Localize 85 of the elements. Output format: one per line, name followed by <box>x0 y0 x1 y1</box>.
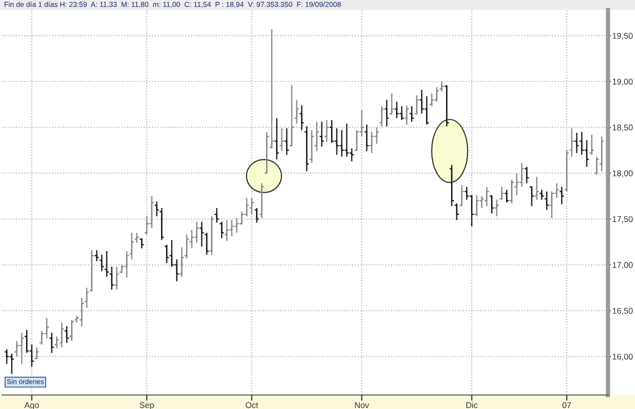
candlestick <box>104 250 110 278</box>
y-tick-label: 17,50 <box>612 216 633 224</box>
candlestick <box>294 99 300 124</box>
candlestick <box>199 221 204 248</box>
candlestick <box>319 121 324 148</box>
candlestick <box>94 250 100 262</box>
candlestick <box>534 176 540 200</box>
y-tick-label: 17,00 <box>612 262 633 269</box>
candlestick <box>179 246 184 278</box>
candlestick <box>54 336 60 349</box>
candlestick <box>49 332 54 354</box>
candlestick <box>589 134 594 156</box>
candlestick <box>599 136 604 172</box>
y-tick-label: 19,00 <box>612 78 633 86</box>
candlestick <box>574 132 580 154</box>
candlestick <box>64 326 70 344</box>
candlestick <box>34 346 40 360</box>
candlestick <box>504 189 510 204</box>
candlestick <box>379 106 384 128</box>
candlestick <box>389 92 394 116</box>
candlestick <box>444 84 450 128</box>
candlestick <box>79 297 84 327</box>
candlestick <box>209 216 214 256</box>
candlestick <box>489 194 494 214</box>
candlestick <box>109 266 114 290</box>
candlestick <box>494 199 500 217</box>
candlestick <box>439 80 444 92</box>
candlestick <box>164 244 170 264</box>
y-tick-label: 16,00 <box>612 354 633 361</box>
candlestick <box>564 150 570 192</box>
x-tick-label: Nov <box>355 402 370 408</box>
y-tick-label: 19,50 <box>612 32 633 40</box>
x-tick-label: Oct <box>246 402 258 408</box>
candlestick <box>274 118 280 160</box>
candlestick <box>284 128 290 156</box>
candlestick <box>364 124 370 152</box>
candlestick <box>59 322 64 348</box>
candlestick <box>324 119 330 143</box>
candlestick <box>184 234 190 260</box>
candlestick <box>289 84 294 148</box>
candlestick <box>314 121 320 152</box>
candlestick <box>414 94 420 116</box>
candlestick <box>524 166 530 184</box>
candlestick <box>499 186 504 200</box>
candlestick <box>134 232 140 244</box>
candlestick <box>264 131 270 174</box>
candlestick <box>559 186 564 205</box>
candlestick <box>204 232 210 256</box>
candlestick <box>309 129 314 164</box>
candlestick <box>409 106 414 122</box>
candlestick <box>594 156 600 176</box>
candlestick <box>259 182 264 219</box>
candlestick <box>454 202 460 221</box>
candlestick <box>269 28 274 150</box>
candlestick <box>99 254 104 272</box>
candlestick <box>509 178 514 204</box>
candlestick <box>69 319 74 342</box>
candlestick <box>219 221 224 239</box>
y-tick-label: 18,00 <box>612 170 633 178</box>
candlestick <box>539 189 544 200</box>
candlestick <box>299 104 304 131</box>
candlestick <box>384 99 390 128</box>
x-tick-label: Dic <box>466 402 478 408</box>
candlestick <box>529 186 534 207</box>
candlestick <box>129 232 134 260</box>
candlestick <box>449 164 454 207</box>
candlestick <box>304 126 310 172</box>
candlestick <box>159 207 164 241</box>
candlestick <box>114 266 120 290</box>
candlestick <box>544 190 550 210</box>
candlestick <box>459 184 464 207</box>
candlestick <box>404 104 410 126</box>
candlestick <box>154 200 160 217</box>
candlestick <box>89 250 94 292</box>
x-tick-label: 07 <box>562 402 571 408</box>
candlestick <box>249 197 254 216</box>
candlestick <box>214 207 220 224</box>
candlestick <box>484 186 490 207</box>
candlestick <box>139 238 144 249</box>
y-tick-label: 18,50 <box>612 124 633 132</box>
candlestick <box>254 207 260 224</box>
candlestick <box>279 128 284 152</box>
y-tick-label: 16,50 <box>612 308 633 315</box>
candlestick <box>84 287 90 309</box>
candlestick <box>569 128 574 158</box>
